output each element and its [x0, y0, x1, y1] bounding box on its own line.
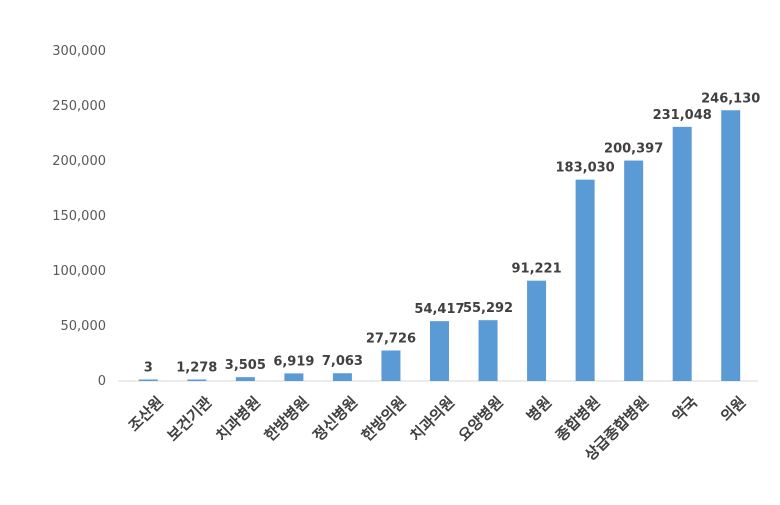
- bar: [187, 379, 207, 381]
- category-label: 보건기관: [164, 393, 216, 445]
- data-label: 27,726: [366, 332, 416, 347]
- data-label: 1,278: [176, 361, 217, 376]
- bar: [430, 321, 449, 381]
- category-label: 한방병원: [261, 393, 313, 445]
- bar: [672, 126, 692, 381]
- category-label: 조산원: [125, 393, 167, 435]
- y-axis: 0 50,000 100,000 150,000 200,000 250,000 300,0…: [52, 44, 106, 389]
- data-label: 54,417: [414, 302, 464, 317]
- data-label: 55,292: [463, 301, 513, 316]
- category-label: 약국: [669, 393, 701, 425]
- bar-series: [138, 110, 741, 381]
- category-label: 병원: [523, 393, 555, 425]
- bar: [527, 280, 547, 381]
- y-tick-label: 300,000: [52, 44, 106, 59]
- bar: [721, 110, 741, 381]
- bar: [478, 320, 498, 381]
- y-tick-label: 0: [98, 374, 106, 389]
- data-label: 7,063: [322, 354, 363, 369]
- data-label: 3: [144, 361, 153, 376]
- bar: [575, 179, 595, 381]
- y-tick-label: 250,000: [52, 99, 106, 114]
- y-tick-label: 50,000: [61, 319, 107, 334]
- y-tick-label: 150,000: [52, 209, 106, 224]
- bar: [284, 373, 304, 381]
- bar: [381, 350, 401, 381]
- data-label: 91,221: [511, 262, 561, 277]
- data-label: 246,130: [701, 91, 760, 106]
- bar: [624, 160, 644, 381]
- bar: [235, 377, 255, 381]
- category-label: 정신병원: [309, 393, 361, 445]
- category-label: 의원: [717, 393, 749, 425]
- data-label: 6,919: [273, 354, 314, 369]
- data-label: 231,048: [653, 108, 712, 123]
- category-label: 한방의원: [358, 393, 410, 445]
- data-label: 183,030: [556, 161, 615, 176]
- category-label: 치과병원: [212, 393, 264, 445]
- bar: [332, 373, 352, 381]
- data-label: 200,397: [604, 142, 663, 157]
- category-label: 치과의원: [406, 393, 458, 445]
- bar: [138, 379, 158, 381]
- data-label: 3,505: [225, 358, 266, 373]
- category-label: 요양병원: [455, 393, 507, 445]
- y-tick-label: 200,000: [52, 154, 106, 169]
- y-tick-label: 100,000: [52, 264, 106, 279]
